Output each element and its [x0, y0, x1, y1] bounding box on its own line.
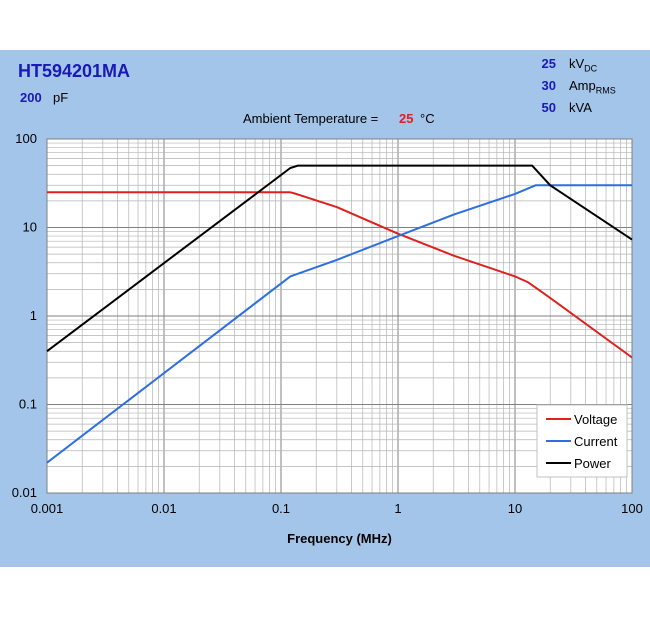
- part-number: HT594201MA: [18, 61, 131, 81]
- series-line-voltage: [47, 191, 633, 359]
- current-rating-unit: AmpRMS: [569, 78, 616, 96]
- legend-label-current: Current: [574, 434, 618, 449]
- ambient-temperature-value: 25: [399, 111, 414, 126]
- x-tick-label: 100: [621, 501, 643, 516]
- series-line-power: [46, 164, 633, 352]
- voltage-rating-value: 25: [541, 56, 556, 71]
- voltage-rating-unit: kVDC: [569, 56, 598, 74]
- y-tick-label: 1: [30, 308, 37, 323]
- y-tick-label: 100: [15, 131, 37, 146]
- x-tick-label: 0.01: [151, 501, 176, 516]
- capacitance-value: 200: [20, 90, 42, 105]
- series-line-current: [46, 184, 632, 464]
- capacitance-unit: pF: [53, 90, 69, 105]
- x-tick-label: 1: [394, 501, 401, 516]
- y-tick-label: 0.1: [19, 397, 37, 412]
- legend: Voltage Current Power: [536, 404, 628, 478]
- power-rating-value: 50: [541, 100, 556, 115]
- current-rating-value: 30: [541, 78, 556, 93]
- y-tick-label: 10: [23, 220, 37, 235]
- plot-border: [46, 138, 633, 494]
- ambient-temperature-label: Ambient Temperature =: [243, 111, 379, 126]
- ambient-temperature-unit: °C: [420, 111, 435, 126]
- x-tick-label: 0.1: [272, 501, 290, 516]
- legend-label-power: Power: [574, 456, 612, 471]
- x-tick-label: 0.001: [31, 501, 64, 516]
- legend-label-voltage: Voltage: [574, 412, 617, 427]
- x-axis-label: Frequency (MHz): [287, 531, 392, 546]
- x-tick-label: 10: [508, 501, 522, 516]
- power-rating-unit: kVA: [569, 100, 592, 115]
- y-tick-label: 0.01: [12, 485, 37, 500]
